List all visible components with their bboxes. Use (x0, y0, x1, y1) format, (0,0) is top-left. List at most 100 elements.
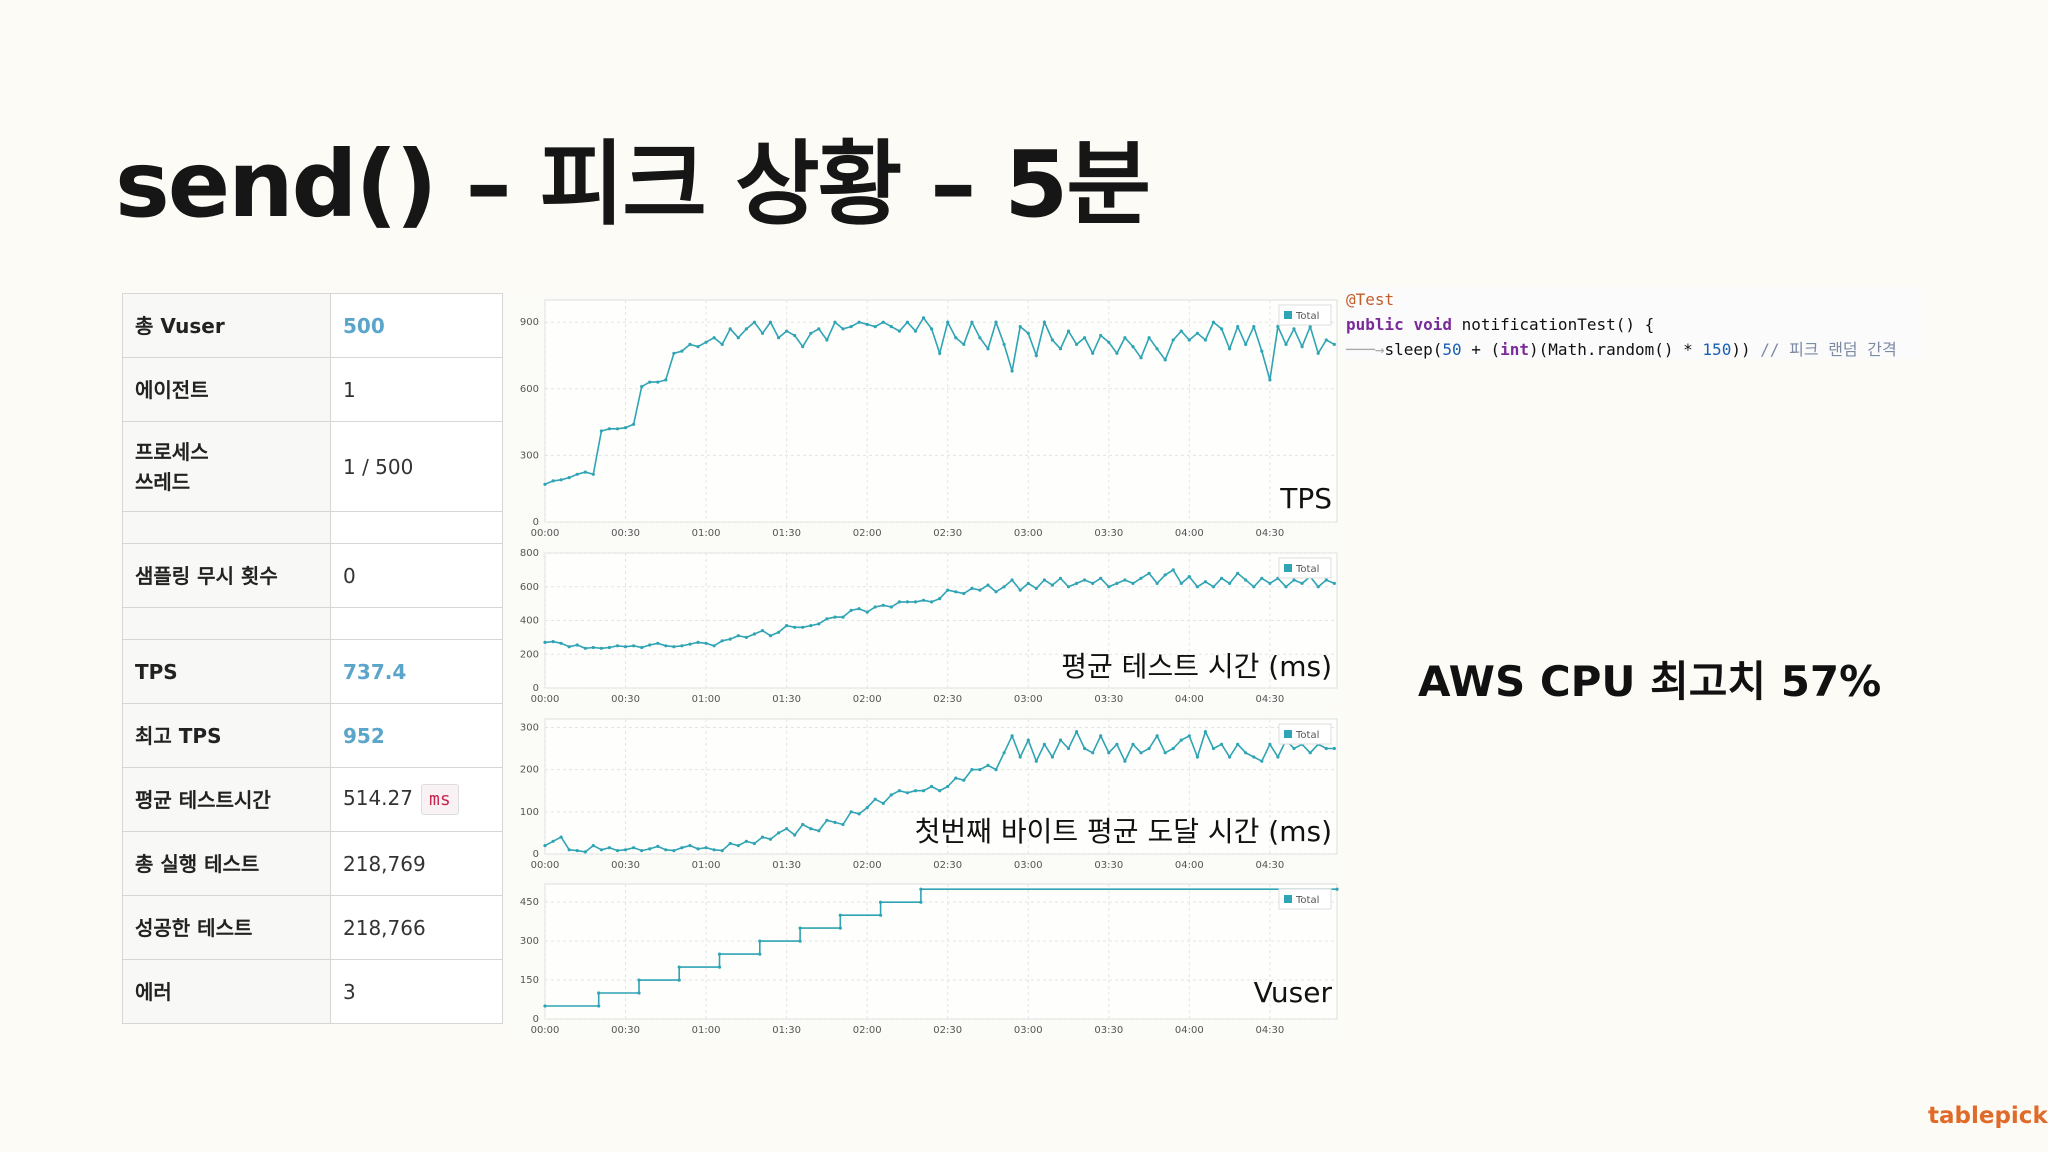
stats-row: 최고 TPS 952 (122, 703, 503, 768)
data-point (838, 913, 842, 917)
data-point (1075, 730, 1079, 734)
data-point (736, 844, 740, 848)
stats-label: 최고 TPS (122, 703, 331, 768)
y-tick-label: 800 (520, 548, 539, 559)
data-point (930, 600, 934, 604)
y-tick-label: 0 (533, 683, 539, 694)
data-point (817, 622, 821, 626)
data-point (873, 605, 877, 609)
data-point (752, 841, 756, 846)
y-tick-label: 900 (520, 317, 539, 328)
data-point (825, 617, 829, 621)
data-point (1002, 342, 1006, 346)
data-point (744, 635, 748, 639)
data-point (677, 978, 681, 982)
data-point (597, 1004, 601, 1008)
x-tick-label: 04:30 (1255, 860, 1284, 871)
data-point (857, 320, 861, 324)
data-point (1171, 568, 1175, 572)
data-point (615, 644, 620, 648)
data-point (1252, 325, 1256, 329)
data-point (607, 846, 611, 850)
legend-label: Total (1295, 564, 1319, 575)
x-tick-label: 01:30 (772, 860, 801, 871)
data-point (1050, 583, 1054, 587)
data-point (1308, 325, 1312, 329)
stats-row: 에이전트 1 (122, 357, 503, 422)
code-close: )) (1731, 340, 1751, 359)
stats-label (122, 511, 331, 544)
data-point (704, 340, 708, 344)
stats-label: TPS (122, 639, 331, 704)
x-tick-label: 02:00 (853, 528, 882, 539)
data-point (1252, 585, 1256, 589)
data-point (1220, 742, 1224, 746)
data-point (817, 829, 821, 833)
data-point (1236, 571, 1240, 575)
x-tick-label: 04:00 (1175, 860, 1204, 871)
y-tick-label: 400 (520, 616, 539, 627)
data-point (591, 844, 595, 848)
data-point (1026, 738, 1030, 742)
x-tick-label: 04:30 (1255, 528, 1284, 539)
data-point (551, 479, 555, 483)
data-point (1332, 342, 1336, 346)
data-point (1220, 576, 1224, 580)
data-point (798, 926, 802, 930)
x-tick-label: 00:30 (611, 694, 640, 705)
stats-row: 총 Vuser 500 (122, 293, 503, 358)
data-point (777, 831, 781, 835)
data-point (583, 850, 587, 854)
x-tick-label: 02:00 (853, 1025, 882, 1036)
data-point (970, 586, 974, 590)
data-point (1244, 751, 1248, 755)
data-point (752, 320, 756, 324)
x-tick-label: 00:00 (531, 528, 560, 539)
code-method: notificationTest() { (1451, 315, 1655, 334)
stats-value-text: 737.4 (343, 659, 407, 684)
data-point (1058, 576, 1063, 580)
data-point (543, 1004, 547, 1008)
x-tick-label: 00:00 (531, 860, 560, 871)
data-point (1034, 759, 1038, 763)
data-point (1260, 759, 1264, 763)
data-point (1066, 585, 1071, 589)
y-tick-label: 150 (520, 975, 539, 986)
legend-label: Total (1295, 895, 1319, 906)
data-point (777, 336, 781, 340)
data-point (758, 952, 762, 956)
data-point (857, 812, 861, 816)
data-point (1228, 581, 1232, 585)
y-tick-label: 300 (520, 722, 539, 733)
data-point (696, 640, 700, 644)
y-tick-label: 0 (533, 517, 539, 528)
data-point (1155, 581, 1159, 585)
data-point (758, 939, 762, 943)
data-point (1018, 588, 1022, 592)
data-point (712, 848, 716, 852)
data-point (712, 644, 716, 648)
data-point (1268, 378, 1272, 382)
data-point (1268, 742, 1272, 746)
x-tick-label: 00:00 (531, 694, 560, 705)
stats-value: 952 (330, 703, 503, 768)
data-point (1276, 325, 1280, 329)
data-point (881, 603, 885, 607)
stats-table: 총 Vuser 500 에이전트 1 프로세스 쓰레드 1 / 500 샘플링 무시 횟수 0… (122, 293, 503, 1024)
stats-label (122, 607, 331, 640)
y-tick-label: 200 (520, 649, 539, 660)
data-point (1034, 586, 1038, 590)
data-point (986, 347, 990, 351)
data-point (720, 849, 724, 853)
x-tick-label: 02:30 (933, 1025, 962, 1036)
stats-label: 성공한 테스트 (122, 895, 331, 960)
data-point (680, 644, 684, 648)
code-kw-void: void (1413, 315, 1452, 334)
code-annotation: @Test (1346, 290, 1395, 309)
x-tick-label: 03:30 (1094, 1025, 1123, 1036)
data-point (1179, 738, 1183, 742)
stats-value (330, 607, 503, 640)
code-sleep: sleep( (1384, 340, 1443, 359)
series-line (545, 888, 1337, 1007)
stats-value-text: 952 (343, 723, 385, 748)
